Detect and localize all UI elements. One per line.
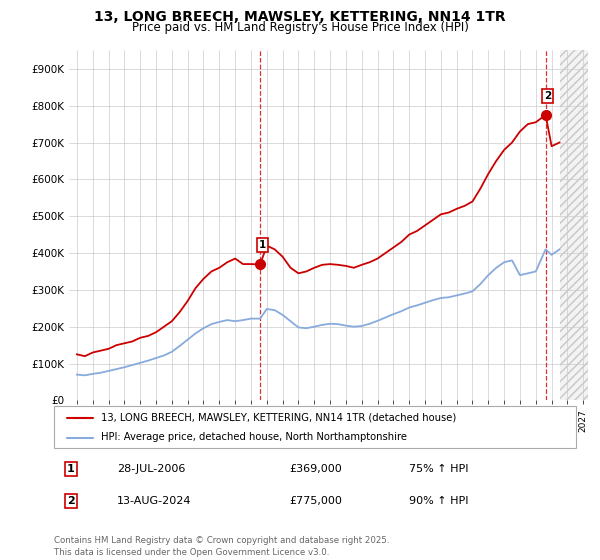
Text: 1: 1 bbox=[259, 240, 266, 250]
Text: 1: 1 bbox=[67, 464, 75, 474]
Text: 28-JUL-2006: 28-JUL-2006 bbox=[116, 464, 185, 474]
Text: 2: 2 bbox=[67, 496, 75, 506]
Bar bbox=[560, 50, 588, 400]
Text: 90% ↑ HPI: 90% ↑ HPI bbox=[409, 496, 469, 506]
Text: HPI: Average price, detached house, North Northamptonshire: HPI: Average price, detached house, Nort… bbox=[101, 432, 407, 442]
Text: 13, LONG BREECH, MAWSLEY, KETTERING, NN14 1TR (detached house): 13, LONG BREECH, MAWSLEY, KETTERING, NN1… bbox=[101, 413, 456, 423]
Text: Price paid vs. HM Land Registry's House Price Index (HPI): Price paid vs. HM Land Registry's House … bbox=[131, 21, 469, 34]
Text: £369,000: £369,000 bbox=[289, 464, 341, 474]
Text: 13, LONG BREECH, MAWSLEY, KETTERING, NN14 1TR: 13, LONG BREECH, MAWSLEY, KETTERING, NN1… bbox=[94, 10, 506, 24]
Text: 75% ↑ HPI: 75% ↑ HPI bbox=[409, 464, 469, 474]
Text: £775,000: £775,000 bbox=[289, 496, 342, 506]
Text: 2: 2 bbox=[544, 91, 551, 101]
Text: 13-AUG-2024: 13-AUG-2024 bbox=[116, 496, 191, 506]
Text: Contains HM Land Registry data © Crown copyright and database right 2025.
This d: Contains HM Land Registry data © Crown c… bbox=[54, 536, 389, 557]
